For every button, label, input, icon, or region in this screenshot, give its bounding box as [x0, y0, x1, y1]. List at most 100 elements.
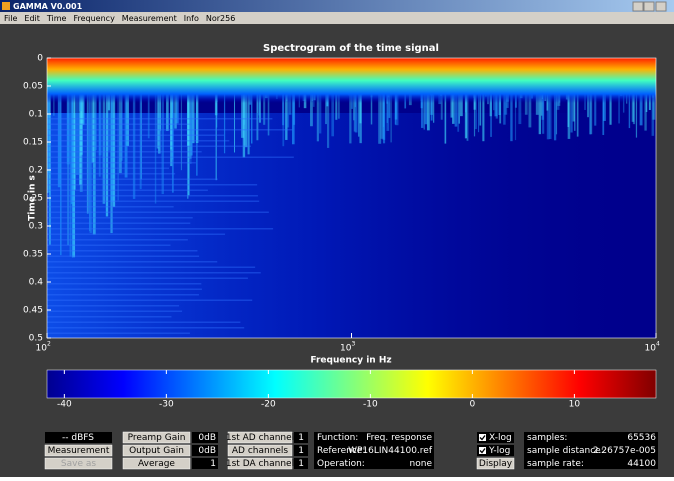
- gain-button-label: Output Gain: [129, 446, 184, 456]
- spectrogram-stripe: [47, 311, 182, 313]
- spectrogram-stripe: [47, 124, 191, 126]
- spectrogram-stripe: [47, 129, 293, 131]
- x-tick-label: 10: [36, 344, 48, 354]
- menu-item[interactable]: Time: [46, 14, 67, 23]
- menu-item[interactable]: File: [4, 14, 17, 23]
- measurement-button-label: Measurement: [48, 446, 110, 456]
- window-buttons: [633, 2, 666, 11]
- y-tick-label: 0.15: [23, 138, 43, 148]
- y-tick-label: 0.05: [23, 82, 43, 92]
- colorbar-tick-label: -10: [363, 400, 378, 410]
- channel-button-label: 1st AD channel: [226, 433, 294, 443]
- x-tick-label: 10: [340, 344, 352, 354]
- menu-item[interactable]: Frequency: [73, 14, 115, 23]
- x-tick-label: 10: [645, 344, 657, 354]
- gain-button-label: Preamp Gain: [128, 433, 186, 443]
- title-bar: [0, 0, 674, 12]
- channel-button-label: 1st DA channel: [226, 459, 294, 469]
- spectrogram-stripe: [47, 146, 251, 148]
- spectrogram-stripe: [47, 278, 248, 280]
- checkbox-label: X-log: [489, 433, 512, 443]
- channel-button-label: AD channels: [232, 446, 289, 456]
- spectrogram-stripe: [47, 261, 217, 263]
- stat-value: 2.26757e-005: [593, 446, 656, 456]
- spectrogram-stripe: [47, 195, 258, 197]
- y-tick-label: 0.2: [29, 166, 43, 176]
- menu-item[interactable]: Edit: [24, 14, 40, 23]
- spectrogram-stripe: [47, 151, 202, 153]
- channel-value: 1: [298, 433, 304, 443]
- spectrogram-stripe: [47, 190, 208, 192]
- y-tick-label: 0.45: [23, 306, 43, 316]
- spectrogram-stripe: [47, 289, 202, 291]
- spectrogram-stripe: [47, 283, 201, 285]
- spectrogram-stripe: [47, 212, 269, 214]
- info-value: Freq. response: [366, 433, 432, 443]
- minimize-button[interactable]: [633, 2, 643, 11]
- spectrogram-stripe: [47, 305, 179, 307]
- spectrogram-stripe: [47, 250, 197, 252]
- y-tick-label: 0.5: [29, 334, 43, 344]
- info-value: WP16LIN44100.ref: [348, 446, 433, 456]
- colorbar-tick-label: -40: [57, 400, 72, 410]
- x-tick-exponent: 3: [352, 341, 356, 348]
- spectrogram-stripe: [47, 245, 170, 247]
- x-tick-exponent: 4: [656, 341, 660, 348]
- spectrogram-stripe: [47, 118, 272, 120]
- y-tick-label: 0.3: [29, 222, 43, 232]
- app-icon: [2, 2, 10, 10]
- gain-value: 0dB: [198, 433, 216, 443]
- menu-item[interactable]: Nor256: [206, 14, 235, 23]
- x-tick-exponent: 2: [47, 341, 51, 348]
- page: {"window": {"title": "GAMMA V0.001", "me…: [0, 0, 674, 477]
- spectrogram-stripe: [47, 217, 193, 219]
- info-label: Operation:: [317, 459, 365, 469]
- colorbar: [47, 370, 656, 398]
- maximize-button[interactable]: [644, 2, 654, 11]
- y-tick-label: 0: [37, 54, 43, 64]
- window-title: GAMMA V0.001: [13, 2, 83, 11]
- spectrogram-stripe: [47, 173, 175, 175]
- spectrogram-stripe: [47, 267, 255, 269]
- close-button[interactable]: [656, 2, 666, 11]
- menu-item[interactable]: Measurement: [122, 14, 177, 23]
- spectrogram-stripe: [47, 168, 169, 170]
- gain-value: 0dB: [198, 446, 216, 456]
- stat-label: sample rate:: [527, 459, 584, 469]
- spectrogram-stripe: [47, 234, 225, 236]
- spectrogram-stripe: [47, 135, 224, 137]
- colorbar-tick-label: 10: [569, 400, 581, 410]
- checkbox-label: Y-log: [488, 446, 510, 456]
- gain-button-label: Average: [138, 459, 175, 469]
- info-value: none: [410, 459, 433, 469]
- spectrogram-stripe: [47, 157, 294, 159]
- spectrogram-stripe: [47, 201, 259, 203]
- spectrogram-top-band: [47, 58, 656, 103]
- channel-value: 1: [298, 446, 304, 456]
- spectrogram-stripe: [47, 333, 190, 335]
- stat-value: 65536: [627, 433, 656, 443]
- spectrogram-stripe: [47, 179, 218, 181]
- spectrogram-stripe: [47, 272, 261, 274]
- app-window: GAMMA V0.001 File Edit Time Frequency Measur…: [0, 0, 674, 477]
- colorbar-tick-label: 0: [470, 400, 476, 410]
- spectrogram-stripe: [47, 294, 199, 296]
- spectrogram-stripe: [47, 327, 244, 329]
- chart-title: Spectrogram of the time signal: [263, 43, 439, 54]
- spectrogram-stripe: [47, 223, 190, 225]
- y-tick-label: 0.1: [29, 110, 43, 120]
- menu-item[interactable]: Info: [184, 14, 199, 23]
- spectrogram: [47, 58, 656, 338]
- colorbar-tick-label: -20: [261, 400, 276, 410]
- display-button-label: Display: [479, 459, 513, 469]
- spectrogram-stripe: [47, 256, 199, 258]
- colorbar-tick-label: -30: [159, 400, 174, 410]
- spectrogram-stripe: [47, 322, 240, 324]
- stat-value: 44100: [627, 459, 656, 469]
- spectrogram-stripe: [47, 228, 273, 230]
- spectrogram-stripe: [47, 206, 174, 208]
- gain-value: 1: [210, 459, 216, 469]
- stat-label: samples:: [527, 433, 567, 443]
- spectrogram-stripe: [47, 316, 171, 318]
